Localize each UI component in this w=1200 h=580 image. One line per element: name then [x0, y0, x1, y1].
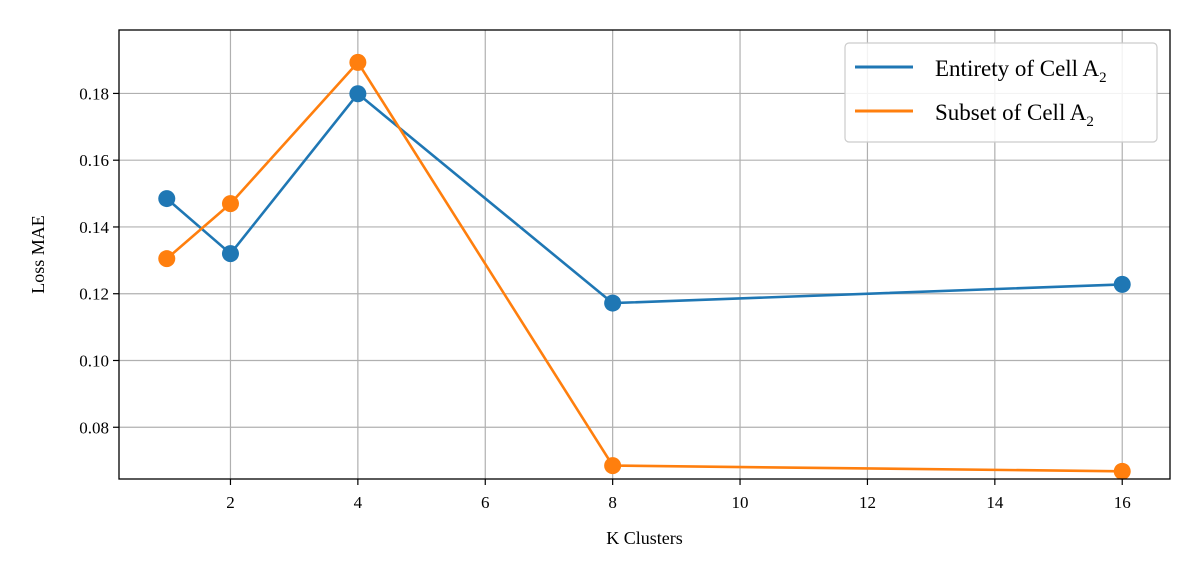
legend-label-entirety: Entirety of Cell A2 [935, 56, 1107, 86]
axis-ticks: 2 4 6 8 10 12 14 16 0.08 0.10 0.12 0.14 0.16 0.18 [79, 84, 1130, 512]
plot-area-frame [118, 29, 1171, 480]
y-tick-label: 0.10 [79, 351, 109, 370]
series-1-point [158, 250, 176, 268]
series-0-point [349, 85, 367, 103]
legend-label-subset-text: Subset of Cell A [935, 100, 1087, 125]
x-tick-label: 16 [1114, 493, 1131, 512]
series-0-point [1113, 275, 1131, 293]
series-0-point [158, 190, 176, 208]
x-tick-label: 12 [859, 493, 876, 512]
legend-label-entirety-text: Entirety of Cell A [935, 56, 1100, 81]
y-tick-label: 0.18 [79, 84, 109, 103]
y-tick-label: 0.14 [79, 218, 109, 237]
series-0-point [604, 294, 622, 312]
x-tick-label: 10 [732, 493, 749, 512]
y-tick-label: 0.16 [79, 151, 109, 170]
legend-frame [844, 42, 1158, 143]
x-tick-label: 2 [226, 493, 235, 512]
series-1-point [1113, 462, 1131, 480]
x-tick-label: 14 [986, 493, 1004, 512]
y-tick-label: 0.12 [79, 285, 109, 304]
y-axis-title: Loss MAE [28, 215, 48, 294]
legend-label-entirety-subscript: 2 [1099, 70, 1107, 86]
x-axis-title: K Clusters [606, 528, 683, 548]
series-1-point [604, 457, 622, 475]
legend-label-subset-subscript: 2 [1086, 114, 1094, 130]
y-tick-label: 0.08 [79, 418, 109, 437]
x-tick-label: 6 [481, 493, 490, 512]
series-1-point [221, 195, 239, 213]
legend-label-subset: Subset of Cell A2 [935, 100, 1094, 130]
series-layer [158, 53, 1131, 480]
x-tick-label: 4 [354, 493, 363, 512]
legend: Entirety of Cell A2 Subset of Cell A2 [844, 42, 1158, 143]
x-tick-label: 8 [608, 493, 617, 512]
series-1-point [349, 53, 367, 71]
series-0-point [221, 245, 239, 263]
